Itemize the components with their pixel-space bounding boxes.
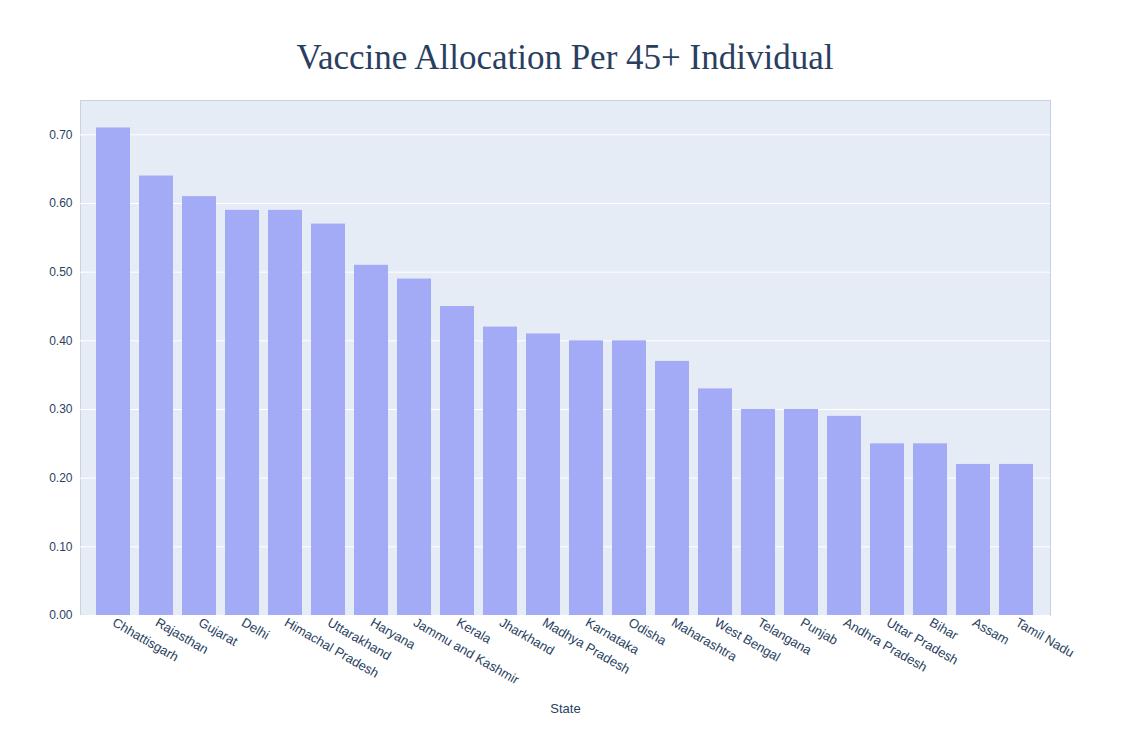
svg-text:0.50: 0.50 xyxy=(49,265,73,279)
svg-text:Odisha: Odisha xyxy=(626,615,670,649)
svg-text:0.60: 0.60 xyxy=(49,196,73,210)
svg-text:Tamil Nadu: Tamil Nadu xyxy=(1013,615,1077,661)
svg-text:Telangana: Telangana xyxy=(754,614,815,658)
svg-text:Bihar: Bihar xyxy=(927,615,961,643)
svg-text:Assam: Assam xyxy=(970,615,1012,648)
svg-text:Rajasthan: Rajasthan xyxy=(152,614,212,657)
svg-text:Maharashtra: Maharashtra xyxy=(668,614,740,665)
html-text:Vaccine Allocation Per 45+ Ind: Vaccine Allocation Per 45+ Individual xyxy=(296,38,834,77)
svg-text:Gujarat: Gujarat xyxy=(196,615,241,649)
svg-text:Uttar Pradesh: Uttar Pradesh xyxy=(884,615,961,668)
svg-text:0.30: 0.30 xyxy=(49,402,73,416)
svg-text:Chhattisgarh: Chhattisgarh xyxy=(109,614,182,665)
svg-text:State: State xyxy=(550,701,580,716)
svg-text:0.10: 0.10 xyxy=(49,540,73,554)
svg-text:Kerala: Kerala xyxy=(454,615,495,647)
svg-text:0.20: 0.20 xyxy=(49,471,73,485)
svg-text:Karnataka: Karnataka xyxy=(582,614,642,658)
svg-text:Delhi: Delhi xyxy=(239,615,272,643)
svg-text:Madhya Pradesh: Madhya Pradesh xyxy=(539,614,633,677)
svg-text:Himachal Pradesh: Himachal Pradesh xyxy=(281,614,382,681)
svg-text:Jammu and Kashmir: Jammu and Kashmir xyxy=(410,614,522,688)
svg-text:Andhra Pradesh: Andhra Pradesh xyxy=(840,614,930,675)
svg-text:Jharkhand: Jharkhand xyxy=(496,614,557,659)
svg-text:0.40: 0.40 xyxy=(49,334,73,348)
svg-text:West Bengal: West Bengal xyxy=(711,614,783,665)
svg-text:Punjab: Punjab xyxy=(798,615,841,648)
svg-text:0.70: 0.70 xyxy=(49,128,73,142)
svg-text:0.00: 0.00 xyxy=(49,608,73,622)
svg-text:Haryana: Haryana xyxy=(368,615,419,653)
svg-text:Uttarakhand: Uttarakhand xyxy=(324,614,394,664)
